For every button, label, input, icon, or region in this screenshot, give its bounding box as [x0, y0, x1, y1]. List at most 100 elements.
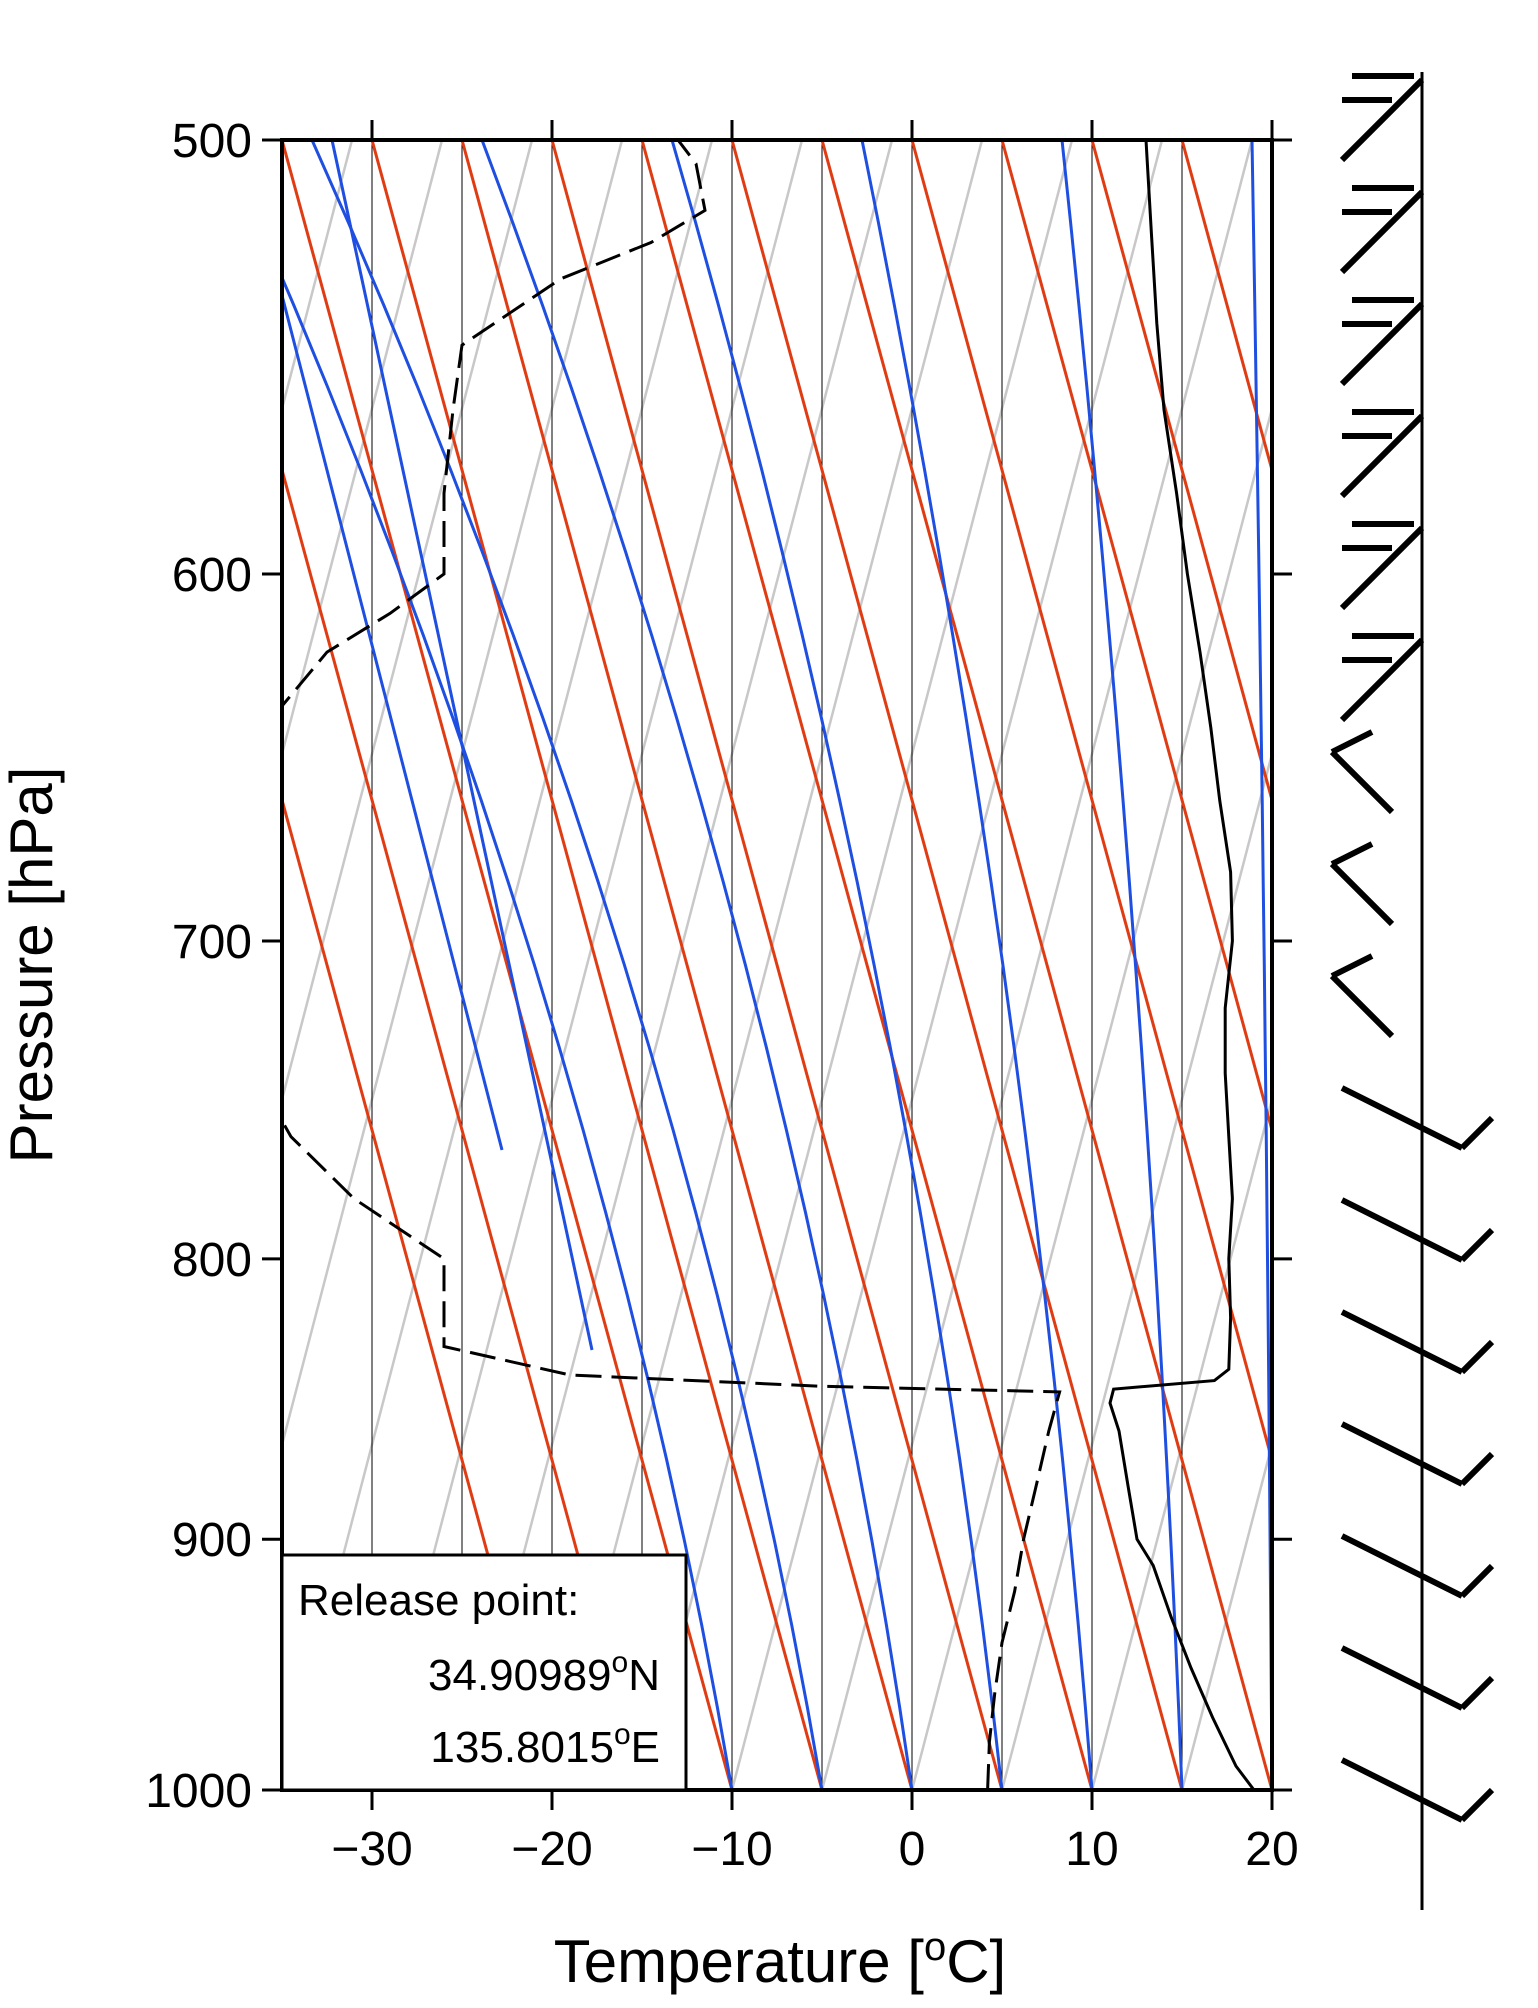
wind-barb-feather — [1459, 1227, 1495, 1263]
dry-adiabat-line — [550, 140, 1004, 1790]
moist-adiabat-line — [480, 140, 914, 1790]
wind-barb-staff — [1329, 861, 1395, 927]
wind-barb — [1339, 633, 1425, 723]
wind-barb-feather — [1459, 1339, 1495, 1375]
dry-adiabat-line — [282, 464, 644, 1790]
wind-barb — [1340, 1645, 1495, 1711]
wind-barb — [1339, 185, 1425, 275]
release-point-longitude: 135.8015oE — [430, 1718, 660, 1772]
moist-adiabat-line — [282, 289, 504, 1151]
mixing-ratio-line — [550, 140, 984, 1790]
mixing-ratio-line — [282, 140, 534, 1105]
x-axis-title: Temperature [oC] — [554, 1925, 1006, 1995]
plot-frame — [280, 138, 1274, 1792]
wind-barb — [1339, 73, 1425, 163]
wind-barb-feather — [1459, 1115, 1495, 1151]
wind-barb-feather — [1330, 729, 1374, 755]
wind-barb-staff — [1339, 637, 1425, 723]
y-tick-label: 800 — [172, 1234, 252, 1287]
wind-barb-feather — [1459, 1451, 1495, 1487]
dewpoint-profile-line — [282, 140, 1062, 1790]
wind-barb-staff — [1339, 413, 1425, 499]
wind-barb-feather — [1459, 1787, 1495, 1823]
mixing-ratio-line — [282, 140, 624, 1450]
mixing-ratio-line — [282, 140, 714, 1790]
wind-barb — [1329, 841, 1395, 927]
y-tick-label: 1000 — [145, 1765, 252, 1818]
wind-barb-feather — [1330, 841, 1374, 867]
x-tick-label: 20 — [1245, 1823, 1298, 1876]
wind-barb-feather — [1459, 1563, 1495, 1599]
wind-barb-staff — [1340, 1533, 1464, 1599]
wind-barb — [1329, 729, 1395, 815]
mixing-ratio-line — [820, 140, 1254, 1790]
wind-barb-feather — [1459, 1675, 1495, 1711]
moist-adiabat-line — [1250, 140, 1272, 1790]
moist-adiabat-line — [310, 140, 824, 1790]
mixing-ratio-line — [460, 140, 894, 1790]
x-tick-label: 10 — [1065, 1823, 1118, 1876]
wind-barb — [1340, 1757, 1495, 1823]
wind-barb-staff — [1340, 1309, 1464, 1375]
x-tick-label: −30 — [331, 1823, 412, 1876]
release-point-box: Release point: 34.90989oN 135.8015oE — [280, 1553, 688, 1792]
dry-adiabat-line — [640, 140, 1094, 1790]
wind-barb — [1329, 953, 1395, 1039]
moist-adiabat-line — [670, 140, 1004, 1790]
wind-barb — [1339, 409, 1425, 499]
moist-adiabat-line — [330, 140, 594, 1351]
mixing-ratio-line — [370, 140, 804, 1790]
y-tick-label: 600 — [172, 549, 252, 602]
dry-adiabat-line — [1090, 140, 1272, 806]
dry-adiabat-line — [730, 140, 1184, 1790]
y-tick-label: 700 — [172, 916, 252, 969]
wind-barbs — [1329, 73, 1495, 1823]
x-tick-label: 0 — [899, 1823, 926, 1876]
wind-barb — [1340, 1197, 1495, 1263]
y-axis-title: Pressure [hPa] — [0, 767, 65, 1164]
wind-barb-staff — [1329, 749, 1395, 815]
wind-barb-staff — [1329, 973, 1395, 1039]
wind-barb — [1340, 1309, 1495, 1375]
mixing-ratio-lines — [282, 140, 1272, 1790]
moist-adiabat-line — [860, 140, 1094, 1790]
moist-adiabat-line — [1060, 140, 1184, 1790]
plot-area — [282, 140, 1272, 1790]
wind-barb-panel — [1329, 72, 1495, 1910]
y-tick-label: 900 — [172, 1514, 252, 1567]
wind-barb-staff — [1340, 1085, 1464, 1151]
release-point-frame — [280, 1553, 688, 1792]
x-axis: −30 −20 −10 0 10 20 — [331, 120, 1299, 1876]
wind-barb-staff — [1340, 1421, 1464, 1487]
dry-adiabat-line — [820, 140, 1272, 1790]
mixing-ratio-line — [640, 140, 1074, 1790]
dry-adiabat-line — [460, 140, 914, 1790]
mixing-ratio-line — [1090, 1094, 1272, 1790]
mixing-ratio-line — [1180, 1439, 1272, 1790]
moist-adiabat-line — [282, 273, 734, 1790]
temperature-profile-line — [1108, 140, 1256, 1790]
wind-barb-staff — [1340, 1757, 1464, 1823]
wind-barb-staff — [1339, 189, 1425, 275]
y-axis: 500 600 700 800 900 1000 — [145, 115, 1292, 1818]
mixing-ratio-line — [1000, 748, 1272, 1790]
release-point-label: Release point: — [298, 1576, 579, 1625]
dry-adiabat-line — [282, 140, 734, 1790]
wind-barb-feather — [1330, 953, 1374, 979]
mixing-ratio-line — [282, 140, 444, 759]
x-tick-label: −10 — [691, 1823, 772, 1876]
dry-adiabat-line — [370, 140, 824, 1790]
wind-barb — [1340, 1533, 1495, 1599]
x-tick-label: −20 — [511, 1823, 592, 1876]
wind-barb — [1339, 521, 1425, 611]
wind-barb — [1340, 1085, 1495, 1151]
wind-barb — [1339, 297, 1425, 387]
wind-barb — [1340, 1421, 1495, 1487]
moist-adiabats — [282, 140, 1272, 1790]
dry-adiabat-line — [282, 794, 554, 1790]
wind-barb-staff — [1340, 1645, 1464, 1711]
wind-barb-staff — [1339, 77, 1425, 163]
y-tick-label: 500 — [172, 115, 252, 168]
